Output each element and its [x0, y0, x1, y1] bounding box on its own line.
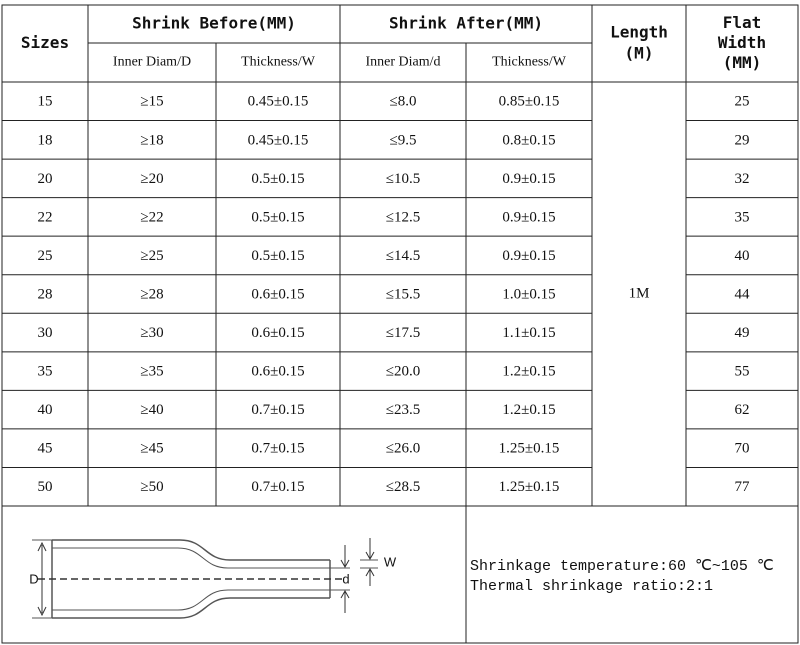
cell: 0.7±0.15: [251, 402, 304, 418]
cell: 70: [735, 441, 750, 457]
length-value: 1M: [629, 285, 650, 301]
header-sizes: Sizes: [21, 33, 69, 52]
cell: 1.2±0.15: [502, 364, 555, 380]
cell: 49: [735, 325, 750, 341]
cell: 0.9±0.15: [502, 209, 555, 225]
cell: ≤9.5: [390, 132, 417, 148]
cell: 0.7±0.15: [251, 441, 304, 457]
header-before: Shrink Before(MM): [132, 14, 296, 33]
cell: 44: [735, 286, 751, 302]
cell: ≥28: [140, 286, 163, 302]
cell: 25: [735, 94, 750, 110]
cell: 0.6±0.15: [251, 286, 304, 302]
header-flat-width: (MM): [723, 53, 762, 72]
cell: 77: [735, 479, 751, 495]
cell: ≤28.5: [386, 479, 420, 495]
cell: ≤12.5: [386, 209, 420, 225]
header-after: Shrink After(MM): [389, 14, 543, 33]
cell: 40: [735, 248, 750, 264]
subheader: Inner Diam/d: [365, 55, 440, 70]
cell: 1.25±0.15: [499, 479, 560, 495]
cell: 0.6±0.15: [251, 325, 304, 341]
subheader: Thickness/W: [241, 55, 316, 70]
cell: 55: [735, 364, 750, 380]
cell: 0.5±0.15: [251, 171, 304, 187]
cell: ≤14.5: [386, 248, 420, 264]
cell: ≤15.5: [386, 286, 420, 302]
header-length: Length: [610, 23, 668, 42]
cell: 50: [38, 479, 53, 495]
cell: 18: [38, 132, 53, 148]
cell: ≤10.5: [386, 171, 420, 187]
cell: 35: [38, 364, 53, 380]
cell: 1.0±0.15: [502, 286, 555, 302]
diagram-label-D: D: [29, 571, 38, 586]
cell: 25: [38, 248, 53, 264]
cell: ≤23.5: [386, 402, 420, 418]
cell: ≤17.5: [386, 325, 420, 341]
cell: ≥20: [140, 171, 163, 187]
cell: 0.45±0.15: [248, 94, 309, 110]
cell: 35: [735, 209, 750, 225]
subheader: Inner Diam/D: [113, 55, 191, 70]
cell: 28: [38, 286, 53, 302]
cell: 0.45±0.15: [248, 132, 309, 148]
cell: ≥50: [140, 479, 163, 495]
cell: ≥18: [140, 132, 163, 148]
cell: ≥35: [140, 364, 163, 380]
cell: 29: [735, 132, 750, 148]
header-length: (M): [625, 44, 654, 63]
cell: 0.8±0.15: [502, 132, 555, 148]
cell: ≥15: [140, 94, 163, 110]
cell: 0.85±0.15: [499, 94, 560, 110]
cell: 62: [735, 402, 750, 418]
cell: 45: [38, 441, 53, 457]
cell: 22: [38, 209, 53, 225]
cell: 40: [38, 402, 53, 418]
diagram-label-d: d: [342, 571, 349, 586]
cell: 15: [38, 94, 53, 110]
cell: 0.5±0.15: [251, 209, 304, 225]
cell: ≥25: [140, 248, 163, 264]
header-flat-width: Flat: [723, 13, 762, 32]
subheader: Thickness/W: [492, 55, 567, 70]
cell: ≤8.0: [390, 94, 417, 110]
footer-note: Thermal shrinkage ratio:2:1: [470, 578, 713, 595]
cell: 0.6±0.15: [251, 364, 304, 380]
cell: ≥22: [140, 209, 163, 225]
cell: 20: [38, 171, 53, 187]
cell: ≤26.0: [386, 441, 420, 457]
cell: ≤20.0: [386, 364, 420, 380]
table-border: [1, 4, 799, 644]
tube-diagram: [32, 538, 378, 619]
cell: ≥30: [140, 325, 163, 341]
footer-note: Shrinkage temperature:60 ℃~105 ℃: [470, 558, 774, 575]
cell: 0.9±0.15: [502, 248, 555, 264]
header-flat-width: Width: [718, 33, 766, 52]
cell: 0.7±0.15: [251, 479, 304, 495]
cell: ≥45: [140, 441, 163, 457]
cell: 1.2±0.15: [502, 402, 555, 418]
cell: 1.25±0.15: [499, 441, 560, 457]
cell: 30: [38, 325, 53, 341]
cell: 1.1±0.15: [502, 325, 555, 341]
cell: 32: [735, 171, 750, 187]
cell: ≥40: [140, 402, 163, 418]
cell: 0.5±0.15: [251, 248, 304, 264]
cell: 0.9±0.15: [502, 171, 555, 187]
diagram-label-W: W: [384, 554, 397, 569]
